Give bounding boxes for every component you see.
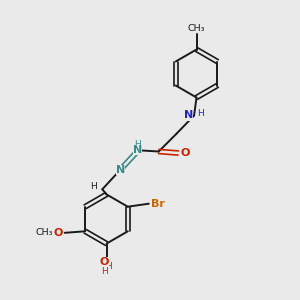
Text: H: H bbox=[102, 267, 108, 276]
Text: N: N bbox=[116, 165, 125, 175]
Text: H: H bbox=[106, 262, 112, 271]
Text: O: O bbox=[53, 227, 63, 238]
Text: H: H bbox=[197, 110, 204, 118]
Text: N: N bbox=[184, 110, 193, 121]
Text: N: N bbox=[133, 145, 142, 155]
Text: Br: Br bbox=[152, 199, 165, 209]
Text: O: O bbox=[99, 257, 109, 267]
Text: H: H bbox=[90, 182, 97, 191]
Text: H: H bbox=[134, 140, 141, 149]
Text: CH₃: CH₃ bbox=[188, 24, 205, 33]
Text: CH₃: CH₃ bbox=[36, 228, 53, 237]
Text: O: O bbox=[180, 148, 190, 158]
